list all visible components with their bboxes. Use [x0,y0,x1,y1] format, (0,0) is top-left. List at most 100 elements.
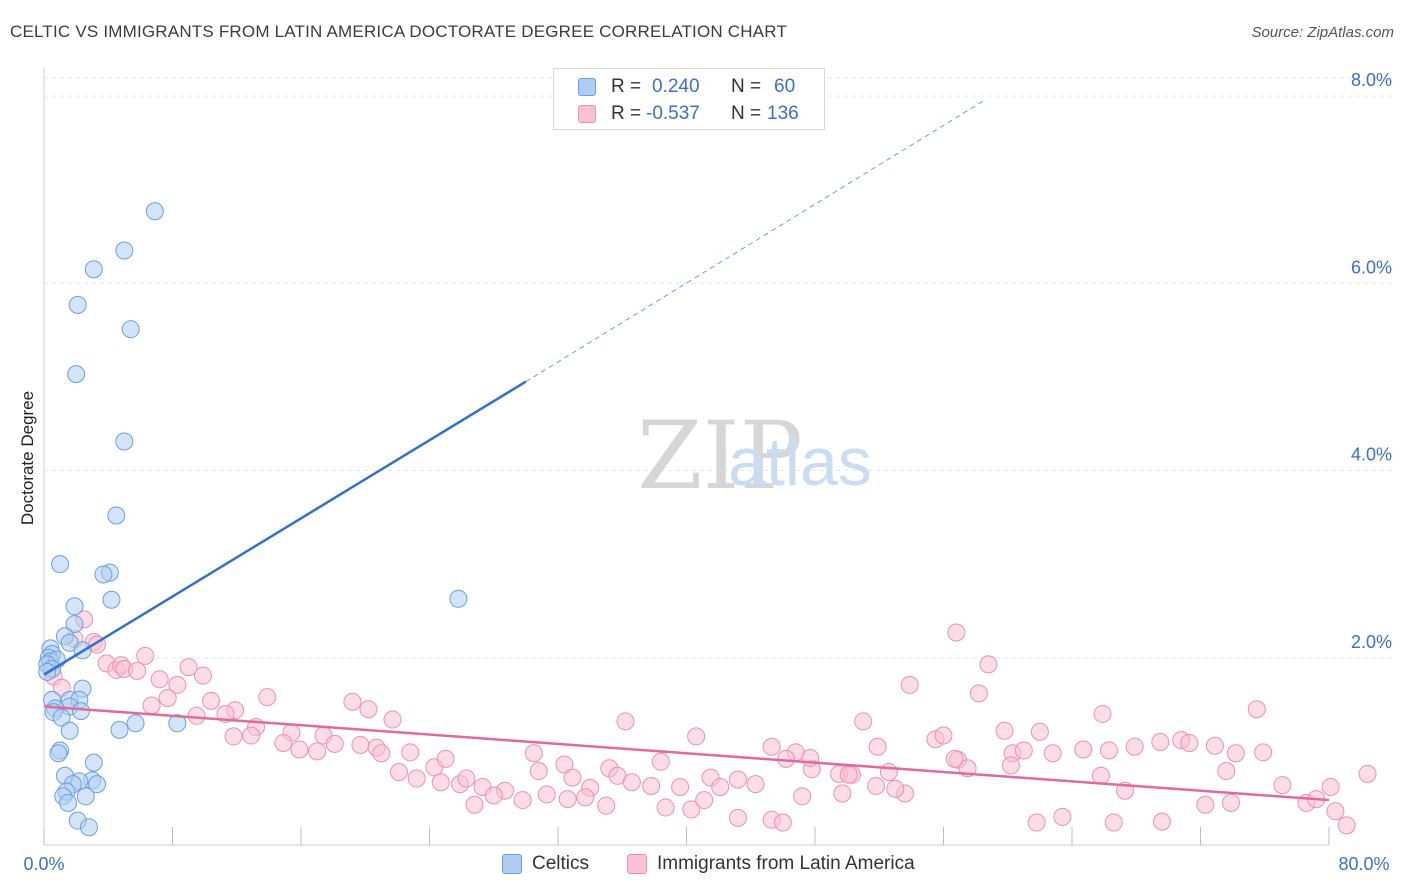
celtics-point [88,775,107,794]
immigrants-point [274,733,293,752]
immigrants-point [383,710,402,729]
immigrants-point [1226,744,1245,763]
immigrants-point [1152,812,1171,831]
celtics-point [126,714,145,733]
immigrants-point [1222,793,1241,812]
immigrants-point [555,755,574,774]
immigrants-point [1091,766,1110,785]
chart-title: CELTIC VS IMMIGRANTS FROM LATIN AMERICA … [10,22,788,41]
immigrants-point [407,769,426,788]
immigrants-point [1247,700,1266,719]
celtics-point [102,590,121,609]
immigrants-point [325,734,344,753]
immigrants-point [934,726,953,745]
stats-row-immigrants: R = -0.537 N = 136 [554,101,826,127]
immigrants-point [529,762,548,781]
celtics-point [60,721,79,740]
immigrants-point [308,742,327,761]
y-tick-label: 2.0% [1351,632,1392,652]
celtics-point [67,365,86,384]
immigrants-point [1099,741,1118,760]
immigrants-point [513,791,532,810]
immigrants-point [242,726,261,745]
celtics-point [168,714,187,733]
immigrants-point [389,762,408,781]
r-label: R = [611,76,642,97]
immigrants-point [202,691,221,710]
celtics-point [145,202,164,221]
axes: 2.0% 4.0% 6.0% 8.0% 0.0% 80.0% [23,68,1392,874]
immigrants-point [359,700,378,719]
immigrants-point [179,658,198,677]
celtics-point [68,295,87,314]
immigrants-point [576,788,595,807]
immigrants-point [762,737,781,756]
celtics-point [84,753,103,772]
celtics-point [76,787,95,806]
celtics-legend-swatch [502,854,522,874]
immigrants-point [258,688,277,707]
immigrants-point [1093,704,1112,723]
immigrants-point [597,796,616,815]
celtics-point [94,565,113,584]
immigrants-point [1053,807,1072,826]
immigrants-point [979,655,998,674]
immigrants-point [401,743,420,762]
n-label: N = [731,103,762,124]
immigrants-point [457,769,476,788]
immigrants-point [656,798,675,817]
watermark-zip: ZIP [637,402,803,511]
immigrants-point [290,740,309,759]
stats-row-celtics: R = 0.240 N = 60 [554,74,826,100]
immigrants-point [128,661,147,680]
immigrants-point [969,684,988,703]
immigrants-point [436,749,455,768]
immigrants-point [537,785,556,804]
immigrants-point [642,777,661,796]
immigrants-point [343,692,362,711]
immigrants-point [563,768,582,787]
n-label: N = [731,76,762,97]
immigrants-point [833,784,852,803]
immigrants-point [1027,813,1046,832]
immigrants-point [1151,733,1170,752]
celtics-point [121,320,140,339]
immigrants-point [484,786,503,805]
y-tick-label: 6.0% [1351,257,1392,277]
immigrants-point [746,775,765,794]
immigrants-point [372,744,391,763]
celtics-point [115,241,134,260]
immigrants-point [1358,764,1377,783]
celtics-point [110,720,129,739]
legend-label: Immigrants from Latin America [657,853,915,874]
immigrants-point [142,696,161,715]
immigrants-point [1254,743,1273,762]
immigrants-point [524,744,543,763]
immigrants-point [1001,756,1020,775]
immigrants-point [351,735,370,754]
legend-item-immigrants[interactable]: Immigrants from Latin America [627,852,947,876]
watermark-atlas: atlas [728,424,872,500]
immigrants-point [1205,736,1224,755]
immigrants-point [793,787,812,806]
immigrants-point [1180,733,1199,752]
legend-item-celtics[interactable]: Celtics [502,852,612,876]
immigrants-point [431,773,450,792]
immigrants-point [558,790,577,809]
celtics-point [79,818,98,837]
y-tick-label: 8.0% [1351,70,1392,90]
celtics-point [449,589,468,608]
immigrants-point [867,777,886,796]
immigrants-point [879,762,898,781]
immigrants-point [728,808,747,827]
celtics-point [52,708,71,727]
immigrants-point [995,721,1014,740]
immigrants-point [651,752,670,771]
immigrants-point [1125,737,1144,756]
immigrants-point [465,795,484,814]
immigrants-point [187,706,206,725]
immigrants-point [616,712,635,731]
immigrants-legend-swatch [627,854,647,874]
celtics-point [84,260,103,279]
